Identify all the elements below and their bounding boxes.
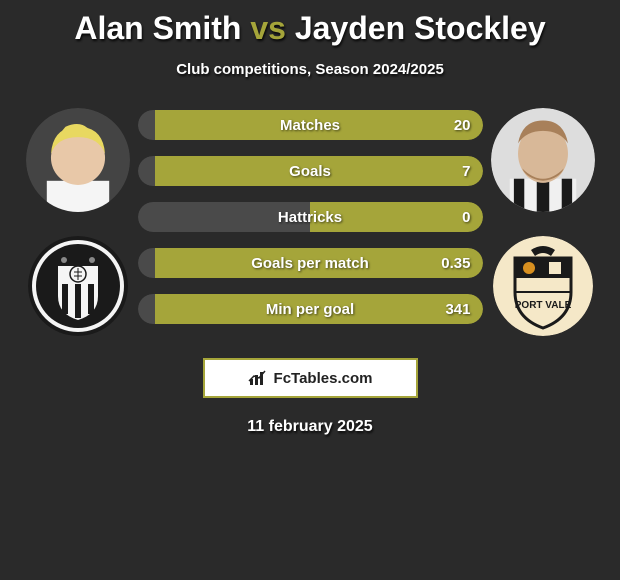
stat-bar: Goals per match 0.35 bbox=[138, 248, 483, 278]
brand-box: FcTables.com bbox=[203, 358, 418, 398]
bar-value-right: 7 bbox=[462, 163, 470, 180]
stat-bars: Matches 20 Goals 7 Hattricks 0 Goals per match… bbox=[138, 108, 483, 324]
bar-fill-left bbox=[138, 156, 155, 186]
bar-fill-left bbox=[138, 248, 155, 278]
chart-icon bbox=[248, 369, 270, 387]
bar-value-right: 0 bbox=[462, 209, 470, 226]
bar-label: Goals bbox=[289, 163, 331, 180]
bar-value-right: 341 bbox=[445, 301, 470, 318]
player2-avatar bbox=[491, 108, 595, 212]
bar-fill-left bbox=[138, 110, 155, 140]
stat-bar: Hattricks 0 bbox=[138, 202, 483, 232]
subtitle: Club competitions, Season 2024/2025 bbox=[0, 61, 620, 78]
player1-avatar bbox=[26, 108, 130, 212]
player1-name: Alan Smith bbox=[74, 10, 241, 46]
bar-label: Min per goal bbox=[266, 301, 354, 318]
player2-name: Jayden Stockley bbox=[295, 10, 546, 46]
date-label: 11 february 2025 bbox=[0, 418, 620, 436]
stat-bar: Min per goal 341 bbox=[138, 294, 483, 324]
stat-bar: Matches 20 bbox=[138, 110, 483, 140]
left-side bbox=[18, 108, 138, 336]
bar-value-right: 0.35 bbox=[441, 255, 470, 272]
bar-label: Goals per match bbox=[251, 255, 369, 272]
stat-bar: Goals 7 bbox=[138, 156, 483, 186]
bar-label: Matches bbox=[280, 117, 340, 134]
svg-text:PORT VALE: PORT VALE bbox=[514, 300, 571, 311]
bar-value-right: 20 bbox=[454, 117, 471, 134]
vs-label: vs bbox=[250, 10, 286, 46]
bar-fill-left bbox=[138, 294, 155, 324]
comparison-content: Matches 20 Goals 7 Hattricks 0 Goals per match… bbox=[0, 108, 620, 336]
brand-text: FcTables.com bbox=[274, 370, 373, 387]
player1-badge bbox=[28, 236, 128, 336]
right-side: PORT VALE bbox=[483, 108, 603, 336]
comparison-title: Alan Smith vs Jayden Stockley bbox=[0, 0, 620, 47]
bar-label: Hattricks bbox=[278, 209, 342, 226]
player2-badge: PORT VALE bbox=[493, 236, 593, 336]
